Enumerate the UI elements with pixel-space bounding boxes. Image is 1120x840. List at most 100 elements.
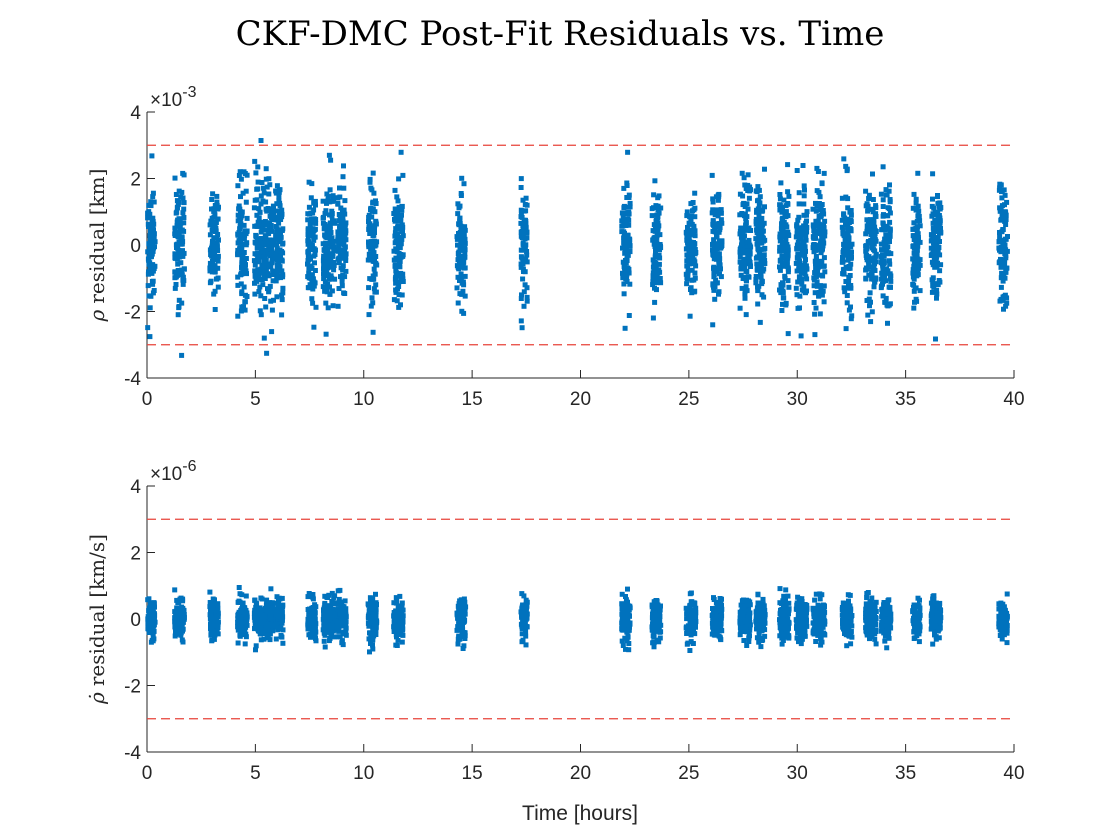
data-point [848, 261, 854, 267]
data-point [391, 620, 397, 626]
data-point [518, 318, 524, 324]
data-point [814, 165, 820, 171]
data-point [336, 596, 342, 602]
data-point [179, 621, 185, 626]
data-point [786, 634, 792, 640]
data-point [656, 639, 662, 645]
data-point [373, 603, 379, 609]
data-point [280, 640, 286, 646]
data-point [655, 612, 661, 618]
data-point [279, 227, 285, 233]
data-point [757, 228, 763, 234]
data-point [258, 138, 264, 143]
data-point [212, 223, 218, 229]
data-point [395, 286, 400, 292]
data-point [758, 274, 764, 280]
data-point [817, 229, 822, 235]
data-point [802, 260, 808, 266]
data-point [212, 212, 218, 218]
data-point [322, 288, 328, 294]
data-point [310, 608, 316, 613]
data-point [400, 613, 406, 619]
data-point [212, 269, 218, 275]
data-point [277, 229, 283, 235]
data-point [910, 256, 916, 262]
data-point [1000, 278, 1006, 284]
data-point [760, 258, 766, 263]
data-point [935, 200, 941, 206]
data-point [396, 218, 402, 224]
data-point [713, 277, 719, 283]
data-point [716, 224, 721, 229]
data-point [396, 279, 402, 285]
data-point [309, 265, 315, 271]
data-point [627, 248, 633, 254]
data-point [713, 194, 719, 200]
data-point [997, 234, 1003, 240]
data-point [814, 283, 820, 289]
data-point [522, 225, 528, 231]
data-point [147, 264, 153, 270]
data-point [692, 214, 698, 220]
data-point [310, 231, 315, 237]
data-point [657, 269, 663, 275]
data-point [910, 233, 916, 239]
data-point [371, 190, 377, 196]
data-point [937, 218, 943, 224]
data-point [933, 250, 939, 256]
data-point [820, 208, 826, 213]
data-point [343, 622, 349, 628]
data-point [147, 334, 153, 340]
data-point [238, 272, 244, 278]
data-point [327, 199, 333, 205]
data-point [337, 634, 343, 640]
data-point [756, 632, 762, 638]
data-point [692, 620, 698, 625]
data-point [652, 614, 658, 620]
data-point [785, 278, 791, 284]
data-point [151, 235, 157, 241]
data-point [739, 285, 745, 291]
data-point [265, 602, 271, 608]
data-point [175, 608, 181, 613]
data-point [803, 225, 809, 231]
data-point [524, 235, 530, 241]
data-point [458, 223, 464, 229]
data-point [270, 272, 276, 277]
data-point [626, 313, 632, 318]
data-point [305, 217, 311, 223]
data-point [264, 238, 270, 244]
data-point [1000, 227, 1006, 233]
data-point [456, 625, 462, 631]
data-point [717, 261, 722, 267]
data-point [803, 257, 808, 263]
data-point [656, 223, 662, 229]
data-point [759, 279, 765, 285]
data-point [627, 200, 633, 206]
data-point [521, 593, 527, 599]
data-point [266, 621, 271, 627]
data-point [819, 181, 825, 187]
data-point [692, 205, 698, 211]
data-point [330, 218, 335, 224]
data-point [310, 210, 316, 216]
data-point [337, 185, 342, 191]
data-point [373, 260, 379, 266]
data-point [265, 286, 270, 292]
data-point [710, 221, 716, 227]
data-point [782, 604, 788, 610]
data-point [251, 205, 257, 211]
data-point [683, 229, 689, 235]
data-point [777, 234, 783, 240]
data-point [867, 220, 873, 226]
data-point [748, 187, 753, 193]
data-point [999, 188, 1005, 194]
data-point [207, 222, 213, 228]
data-point [755, 287, 761, 293]
data-point [879, 270, 885, 276]
data-point [270, 278, 276, 284]
data-point [737, 618, 743, 624]
data-point [259, 219, 265, 225]
data-point [336, 619, 342, 625]
data-point [326, 212, 332, 218]
